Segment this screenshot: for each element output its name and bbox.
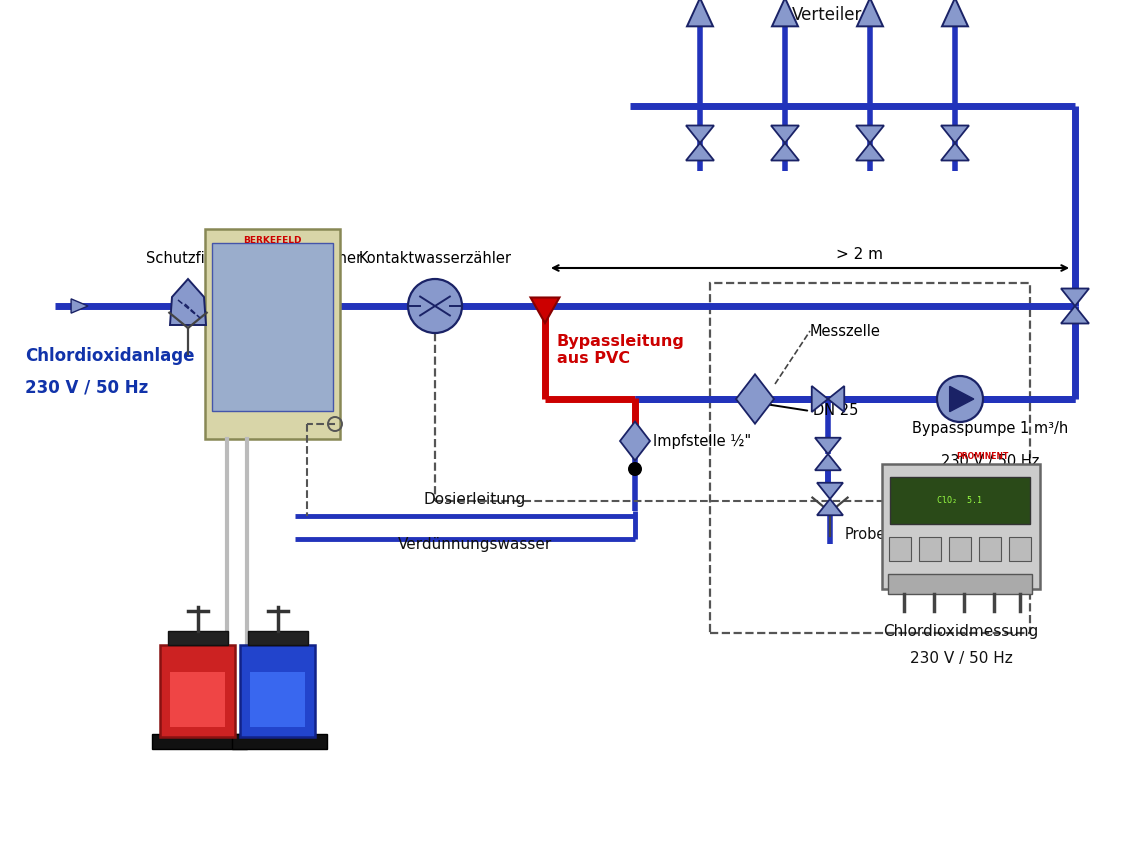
Polygon shape — [941, 126, 969, 143]
Polygon shape — [771, 0, 798, 27]
Polygon shape — [856, 143, 884, 160]
Text: 230 V / 50 Hz: 230 V / 50 Hz — [25, 379, 148, 397]
Bar — [248, 631, 308, 645]
Text: Impfstelle ½": Impfstelle ½" — [653, 434, 751, 449]
Bar — [205, 229, 340, 439]
Text: ClO₂  5.1: ClO₂ 5.1 — [938, 496, 983, 505]
Bar — [170, 672, 225, 727]
Polygon shape — [771, 126, 799, 143]
Text: Verteiler: Verteiler — [792, 6, 862, 24]
Bar — [920, 537, 941, 561]
Circle shape — [628, 462, 642, 476]
Bar — [890, 477, 1030, 524]
Bar — [302, 292, 315, 320]
Polygon shape — [530, 298, 559, 323]
Bar — [889, 574, 1032, 594]
Polygon shape — [817, 499, 843, 515]
Polygon shape — [815, 454, 841, 470]
Text: Schutzfilter: Schutzfilter — [146, 251, 230, 266]
Polygon shape — [620, 422, 650, 461]
Polygon shape — [856, 0, 883, 27]
Bar — [240, 645, 315, 737]
Polygon shape — [170, 279, 205, 325]
Text: 230 V / 50 Hz: 230 V / 50 Hz — [909, 651, 1013, 666]
Text: Bypassleitung
aus PVC: Bypassleitung aus PVC — [557, 334, 685, 367]
Polygon shape — [771, 143, 799, 160]
Polygon shape — [736, 375, 774, 424]
Circle shape — [408, 279, 461, 333]
Text: DN 25: DN 25 — [813, 404, 859, 418]
Bar — [889, 537, 912, 561]
Polygon shape — [687, 126, 714, 143]
Text: Chlordioxidanlage: Chlordioxidanlage — [25, 347, 194, 365]
Bar — [212, 243, 333, 411]
Polygon shape — [1061, 288, 1089, 306]
Polygon shape — [949, 387, 974, 412]
Polygon shape — [815, 437, 841, 454]
Text: Verdünnungswasser: Verdünnungswasser — [398, 537, 552, 553]
Text: Chlordioxidmessung: Chlordioxidmessung — [883, 624, 1039, 639]
Bar — [250, 672, 305, 727]
Bar — [882, 464, 1040, 589]
Polygon shape — [817, 483, 843, 499]
Circle shape — [937, 376, 983, 422]
Bar — [160, 645, 235, 737]
Text: Probenahmehahn: Probenahmehahn — [845, 527, 975, 542]
Polygon shape — [71, 299, 88, 313]
Polygon shape — [812, 386, 828, 412]
Polygon shape — [856, 126, 884, 143]
Text: Kontaktwasserzähler: Kontaktwasserzähler — [358, 251, 512, 266]
Text: Dosierleitung: Dosierleitung — [424, 492, 526, 507]
Text: 230 V / 50 Hz: 230 V / 50 Hz — [941, 454, 1039, 469]
Bar — [979, 537, 1001, 561]
Polygon shape — [828, 386, 844, 412]
Text: BERKEFELD: BERKEFELD — [243, 236, 302, 245]
Polygon shape — [941, 143, 969, 160]
Bar — [168, 631, 228, 645]
Bar — [232, 734, 327, 749]
Bar — [949, 537, 971, 561]
Polygon shape — [1061, 306, 1089, 324]
Bar — [152, 734, 247, 749]
Text: Systemtrenner: Systemtrenner — [254, 251, 363, 266]
Text: Bypasspumpe 1 m³/h: Bypasspumpe 1 m³/h — [912, 421, 1068, 436]
Bar — [1009, 537, 1031, 561]
Polygon shape — [687, 143, 714, 160]
Text: Messzelle: Messzelle — [810, 324, 881, 338]
Polygon shape — [943, 0, 968, 27]
Text: > 2 m: > 2 m — [837, 247, 884, 262]
Polygon shape — [687, 0, 713, 27]
Text: PROMINENT: PROMINENT — [956, 452, 1008, 461]
